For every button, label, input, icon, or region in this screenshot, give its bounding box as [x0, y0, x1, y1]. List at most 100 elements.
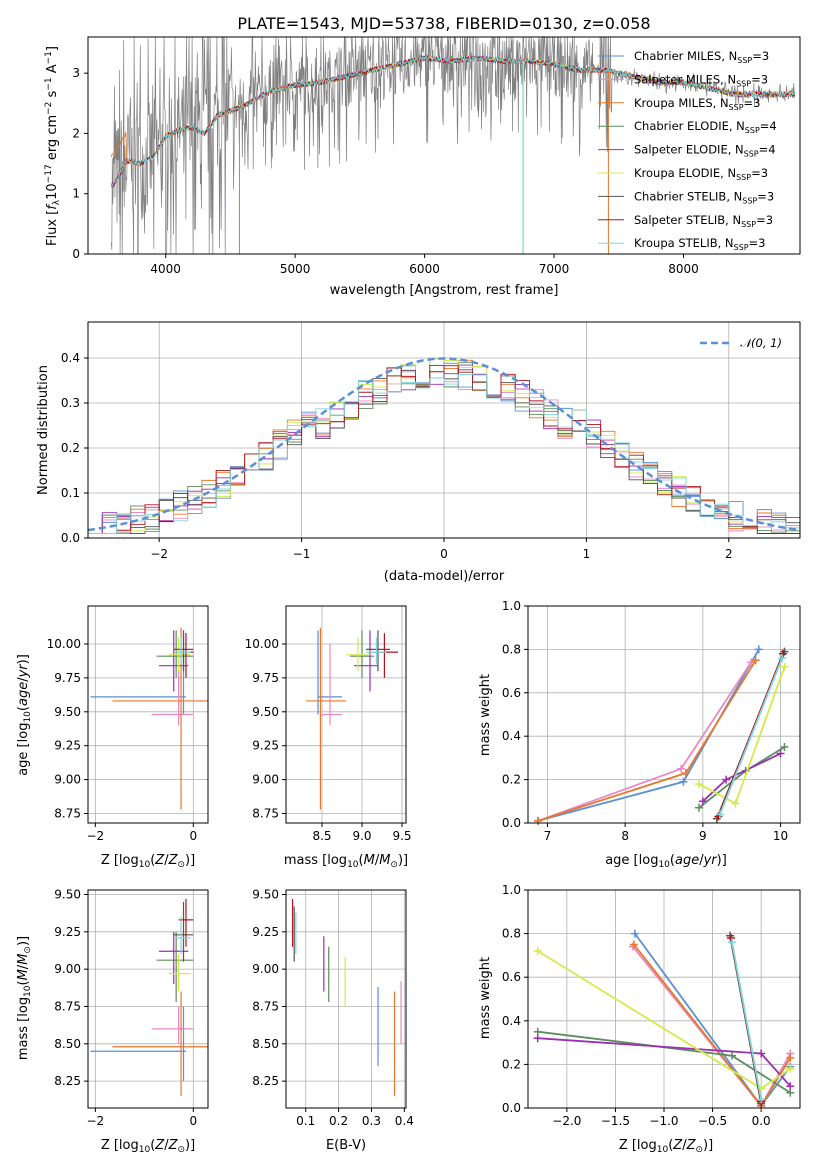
mass_vs_ebv-ytick-label: 8.25	[252, 1074, 279, 1088]
age_vs_mass-xtick-label: 8.5	[312, 829, 331, 843]
mass_vs_Z-ytick-label: 9.50	[54, 887, 81, 901]
residuals-legend: 𝒩(0, 1)	[700, 336, 782, 350]
age_vs_mass-ytick-label: 9.25	[252, 739, 279, 753]
residuals-axes-frame	[87, 321, 801, 539]
age-z-xlabel: Z [log10(Z/Z⊙)]	[101, 853, 195, 870]
age_vs_mass-xtick-label: 9.0	[352, 829, 371, 843]
legend-entry: Chabrier MILES, NSSP=3	[634, 49, 769, 65]
weight_vs_Z-xtick-label: −1.5	[601, 1114, 630, 1128]
age-mass-xlabel: mass [log10(M/M⊙)]	[284, 853, 408, 870]
weight-marker	[722, 775, 731, 784]
weight-vs-age-panel: 7 8 9 10 0.0 0.2 0.4 0.6 0.8 1.0	[502, 599, 801, 843]
age_vs_mass-xtick-label: 9.5	[392, 829, 411, 843]
legend-entry: Chabrier STELIB, NSSP=3	[634, 189, 774, 205]
mass_vs_ebv-ytick-label: 8.75	[252, 999, 279, 1013]
legend-entry: Kroupa STELIB, NSSP=3	[634, 236, 765, 252]
mass_vs_Z-ytick-label: 8.75	[54, 999, 81, 1013]
weight-marker	[681, 769, 690, 778]
weight_vs_Z-ytick-label: 0.4	[502, 1014, 521, 1028]
mass_vs_ebv-xtick-label: 0.1	[296, 1114, 315, 1128]
weight-marker	[694, 779, 703, 788]
weight-marker	[786, 1082, 795, 1091]
weight_vs_age-ytick-label: 0.6	[502, 686, 521, 700]
weight-age-ylabel: mass weight	[478, 674, 493, 756]
spectrum-xtick-label: 4000	[150, 262, 181, 276]
age_vs_mass-ytick-label: 9.50	[252, 705, 279, 719]
weight_vs_age-ytick-label: 0.2	[502, 773, 521, 787]
mass-ebv-xlabel: E(B-V)	[326, 1138, 366, 1153]
spectrum-ytick-label: 0	[72, 247, 80, 261]
weight_vs_age-grid: 7 8 9 10 0.0 0.2 0.4 0.6 0.8 1.0	[502, 599, 800, 843]
age-z-ylabel: age [log10(age/yr)]	[16, 654, 33, 776]
mass-z-xlabel: Z [log10(Z/Z⊙)]	[101, 1138, 195, 1155]
age_vs_Z-errorbars	[90, 627, 208, 810]
mass_vs_Z-axes-frame	[87, 889, 209, 1109]
weight_vs_Z-xtick-label: −2.0	[552, 1114, 581, 1128]
mass_vs_ebv-xtick-label: 0.4	[395, 1114, 414, 1128]
age_vs_Z-grid: −2 0 8.75 9.00 9.25 9.50 9.75 10.00	[47, 606, 208, 843]
weight-marker	[533, 1034, 542, 1043]
weight-marker	[728, 1051, 736, 1060]
spectrum-xtick-label: 5000	[280, 262, 311, 276]
weight-marker	[731, 799, 740, 808]
residuals-ytick-label: 0.1	[61, 486, 80, 500]
mass_vs_Z-xtick-label: −2	[86, 1114, 104, 1128]
mass_vs_Z-grid: −2 0 8.25 8.50 8.75 9.00 9.25 9.50	[54, 887, 208, 1128]
residuals-xtick-label: 1	[583, 547, 591, 561]
age_vs_mass-errorbars	[306, 627, 398, 810]
weight_vs_age-xtick-label: 8	[621, 829, 629, 843]
weight-marker	[715, 810, 724, 819]
weight-marker	[630, 929, 639, 938]
weight-marker	[786, 1053, 795, 1062]
mass_vs_ebv-ytick-label: 9.00	[252, 962, 279, 976]
weight_vs_age-xtick-label: 9	[699, 829, 707, 843]
weight_vs_Z-axes-frame	[527, 889, 801, 1109]
age_vs_mass-ytick-label: 9.75	[252, 671, 279, 685]
weight-marker	[727, 933, 736, 942]
weight-marker	[776, 749, 785, 758]
weight-marker	[533, 947, 542, 956]
weight-marker	[629, 940, 638, 949]
weight-z-ylabel: mass weight	[478, 957, 493, 1039]
spectrum-xtick-label: 6000	[409, 262, 440, 276]
mass_vs_Z-ytick-label: 8.50	[54, 1037, 81, 1051]
residuals-ylabel: Normed distribution	[36, 365, 51, 495]
weight-marker	[728, 938, 736, 947]
weight-z-xlabel: Z [log10(Z/Z⊙)]	[619, 1138, 713, 1155]
legend-entry: Salpeter STELIB, NSSP=3	[634, 213, 773, 229]
weight_vs_age-ytick-label: 1.0	[502, 599, 521, 613]
mass_vs_ebv-ytick-label: 8.50	[252, 1037, 279, 1051]
legend-entry: Kroupa MILES, NSSP=3	[634, 96, 760, 112]
spectrum-title: PLATE=1543, MJD=53738, FIBERID=0130, z=0…	[237, 14, 650, 33]
age_vs_mass-axes-frame	[285, 605, 407, 824]
weight_vs_age-xtick-label: 7	[544, 829, 552, 843]
age-vs-mass-panel: 8.5 9.0 9.5 8.75 9.00 9.25 9.50 9.75 10.00	[245, 605, 412, 843]
residuals-histograms	[88, 358, 800, 534]
residuals-xtick-label: −1	[293, 547, 311, 561]
weight-marker	[780, 662, 789, 671]
age_vs_Z-xtick-label: 0	[189, 829, 197, 843]
residuals-panel: −2 −1 0 1 2 0.0 0.1 0.2 0.3 0.4 𝒩(0, 1) (data-mod…	[36, 321, 801, 584]
legend-entry: Kroupa ELODIE, NSSP=3	[634, 166, 768, 182]
spectrum-axes-frame	[87, 36, 801, 255]
mass_vs_ebv-errorbars	[291, 898, 402, 1097]
residuals-ytick-label: 0.0	[61, 531, 80, 545]
gaussian-curve	[87, 357, 801, 532]
spectrum-model-series	[110, 54, 796, 254]
mass_vs_ebv-ytick-label: 9.25	[252, 925, 279, 939]
mass-vs-ebv-panel: 0.1 0.2 0.3 0.4 8.25 8.50 8.75 9.00 9.25 9.50	[252, 887, 414, 1128]
mass-z-ylabel: mass [log10(M/M⊙)]	[16, 936, 33, 1060]
spectrum-ytick-label: 1	[72, 187, 80, 201]
mass_vs_ebv-axes-frame	[285, 889, 407, 1109]
spectrum-xlabel: wavelength [Angstrom, rest frame]	[330, 283, 559, 298]
spectrum-panel: PLATE=1543, MJD=53738, FIBERID=0130, z=0…	[44, 14, 801, 298]
legend-entry: Salpeter MILES, NSSP=3	[634, 72, 768, 88]
mass_vs_Z-ytick-label: 9.25	[54, 925, 81, 939]
age_vs_Z-ytick-label: 9.50	[54, 705, 81, 719]
weight-marker	[679, 777, 688, 786]
weight_vs_age-axes-frame	[527, 605, 801, 824]
weight_vs_Z-xtick-label: 0.0	[752, 1114, 771, 1128]
histogram-kroupa-stelib	[88, 373, 800, 534]
weight_vs_Z-ytick-label: 1.0	[502, 883, 521, 897]
